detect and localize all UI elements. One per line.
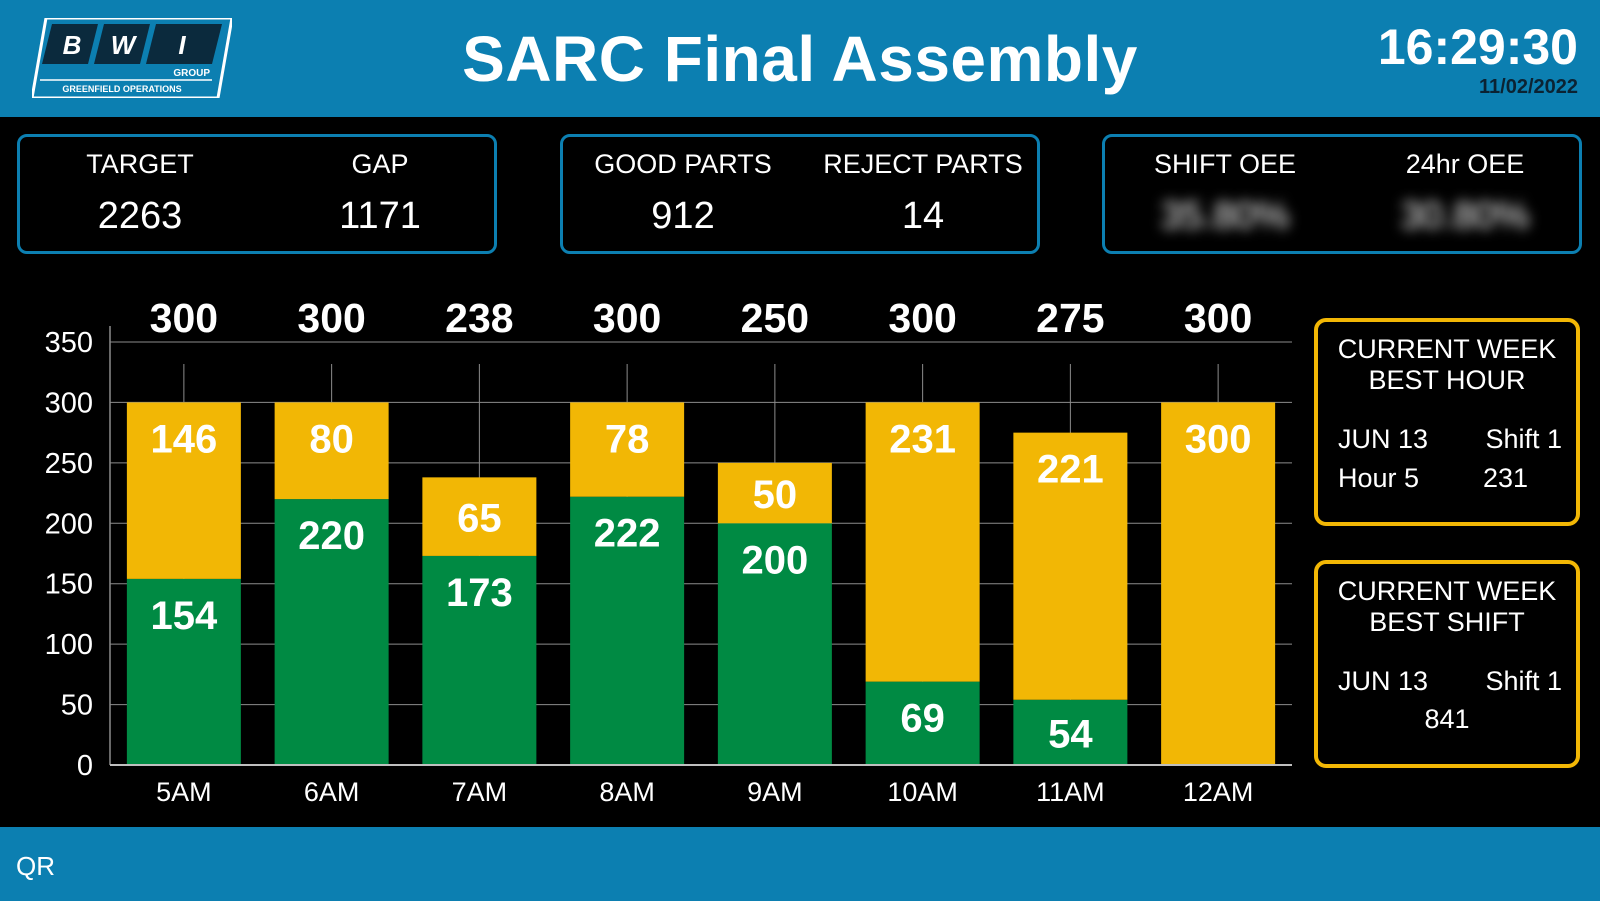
bwi-logo: B W I GROUP GREENFIELD OPERATIONS (32, 18, 232, 98)
footer-label: QR (16, 851, 55, 881)
gap-bar (422, 477, 537, 556)
best-hour-panel: CURRENT WEEK BEST HOUR JUN 13 Shift 1 Ho… (1314, 318, 1580, 526)
good-parts-value-label: 222 (594, 512, 661, 556)
y-tick-label: 100 (45, 629, 93, 661)
good-parts-value-label: 69 (900, 697, 945, 741)
kpi-target-gap: TARGET 2263 GAP 1171 (17, 134, 497, 254)
clock-date: 11/02/2022 (1479, 76, 1578, 98)
good-parts-bar (126, 578, 241, 765)
hourly-target-label: 238 (445, 295, 513, 341)
good-parts-bar (865, 681, 980, 765)
footer-bar: QR (0, 827, 1600, 901)
hourly-target-label: 275 (1036, 295, 1104, 341)
gap-bar (1161, 402, 1276, 765)
good-parts-bar (274, 499, 389, 765)
gap-value-label: 80 (309, 417, 354, 461)
best-shift-title-line1: CURRENT WEEK (1337, 576, 1557, 606)
hourly-target-label: 300 (1184, 295, 1252, 341)
kpi-label-gap: GAP (351, 149, 409, 179)
y-tick-label: 150 (45, 569, 93, 601)
best-shift-value: 841 (1424, 704, 1470, 734)
gap-value-label: 50 (753, 473, 798, 517)
best-shift-date: JUN 13 (1338, 666, 1429, 696)
gap-bar (865, 402, 980, 682)
gap-value-label: 221 (1037, 448, 1104, 492)
hourly-target-label: 300 (888, 295, 956, 341)
kpi-value-target: 2263 (97, 195, 183, 237)
best-hour-shift: Shift 1 (1485, 424, 1562, 454)
hourly-target-label: 250 (741, 295, 809, 341)
best-hour-date: JUN 13 (1338, 424, 1429, 454)
y-tick-label: 250 (45, 448, 93, 480)
y-tick-label: 200 (45, 508, 93, 540)
gap-value-label: 300 (1185, 417, 1252, 461)
gap-bar (717, 462, 832, 524)
y-tick-label: 300 (45, 387, 93, 419)
logo-letter-w: W (111, 30, 138, 60)
good-parts-value-label: 200 (742, 538, 809, 582)
kpi-value-24hr-oee: 30.80% (1400, 195, 1530, 237)
gap-bar (274, 402, 389, 500)
good-parts-value-label: 54 (1048, 712, 1093, 756)
y-tick-label: 0 (77, 750, 93, 782)
good-parts-value-label: 154 (151, 594, 218, 638)
kpi-label-24hr-oee: 24hr OEE (1405, 149, 1525, 179)
hourly-target-label: 300 (593, 295, 661, 341)
x-tick-label: 8AM (599, 777, 655, 802)
kpi-value-good-parts: 912 (651, 195, 715, 237)
gap-bar (1013, 432, 1128, 700)
hourly-target-label: 300 (297, 295, 365, 341)
good-parts-bar (570, 496, 685, 765)
hourly-production-chart: 0 50 100 150 200 250 300 350 154 146 300 5AM 220 80 30… (45, 295, 1292, 802)
gap-bar (570, 402, 685, 497)
kpi-oee: SHIFT OEE 35.80% 24hr OEE 30.80% (1102, 134, 1582, 254)
kpi-value-shift-oee: 35.80% (1160, 195, 1290, 237)
clock-time: 16:29:30 (1377, 19, 1578, 75)
logo-letter-i: I (178, 30, 186, 60)
logo-letter-b: B (63, 30, 82, 60)
kpi-value-reject-parts: 14 (901, 195, 945, 237)
best-hour-title-line1: CURRENT WEEK (1337, 334, 1557, 364)
x-tick-label: 5AM (156, 777, 212, 802)
kpi-value-gap: 1171 (339, 195, 421, 237)
good-parts-value-label: 220 (298, 514, 365, 558)
kpi-parts: GOOD PARTS 912 REJECT PARTS 14 (560, 134, 1040, 254)
good-parts-bar (1013, 699, 1128, 765)
kpi-label-good-parts: GOOD PARTS (594, 149, 772, 179)
best-hour-title-line2: BEST HOUR (1368, 365, 1526, 395)
page-title: SARC Final Assembly (462, 23, 1138, 95)
good-parts-bar (422, 555, 537, 765)
x-tick-label: 9AM (747, 777, 803, 802)
gap-bar (126, 402, 241, 579)
kpi-label-reject-parts: REJECT PARTS (823, 149, 1023, 179)
gap-value-label: 65 (457, 497, 502, 541)
good-parts-value-label: 173 (446, 571, 513, 615)
logo-subtitle: GREENFIELD OPERATIONS (62, 84, 181, 94)
x-tick-label: 6AM (304, 777, 360, 802)
x-tick-label: 11AM (1036, 777, 1105, 802)
good-parts-bar (717, 523, 832, 765)
x-tick-label: 7AM (452, 777, 508, 802)
gap-value-label: 78 (605, 417, 650, 461)
best-hour-value: 231 (1482, 463, 1528, 493)
y-tick-label: 350 (45, 327, 93, 359)
best-hour-hour: Hour 5 (1338, 463, 1420, 493)
y-tick-label: 50 (61, 690, 93, 722)
best-shift-shift: Shift 1 (1485, 666, 1562, 696)
x-tick-label: 12AM (1183, 777, 1254, 802)
best-shift-panel: CURRENT WEEK BEST SHIFT JUN 13 Shift 1 8… (1314, 560, 1580, 768)
hourly-target-label: 300 (150, 295, 218, 341)
header-bar: B W I GROUP GREENFIELD OPERATIONS SARC F… (0, 0, 1600, 117)
gap-value-label: 146 (151, 417, 218, 461)
gap-value-label: 231 (889, 417, 956, 461)
logo-group: GROUP (173, 68, 210, 79)
x-tick-label: 10AM (887, 777, 958, 802)
kpi-label-shift-oee: SHIFT OEE (1153, 149, 1297, 179)
best-shift-title-line2: BEST SHIFT (1369, 607, 1525, 637)
kpi-label-target: TARGET (86, 149, 194, 179)
